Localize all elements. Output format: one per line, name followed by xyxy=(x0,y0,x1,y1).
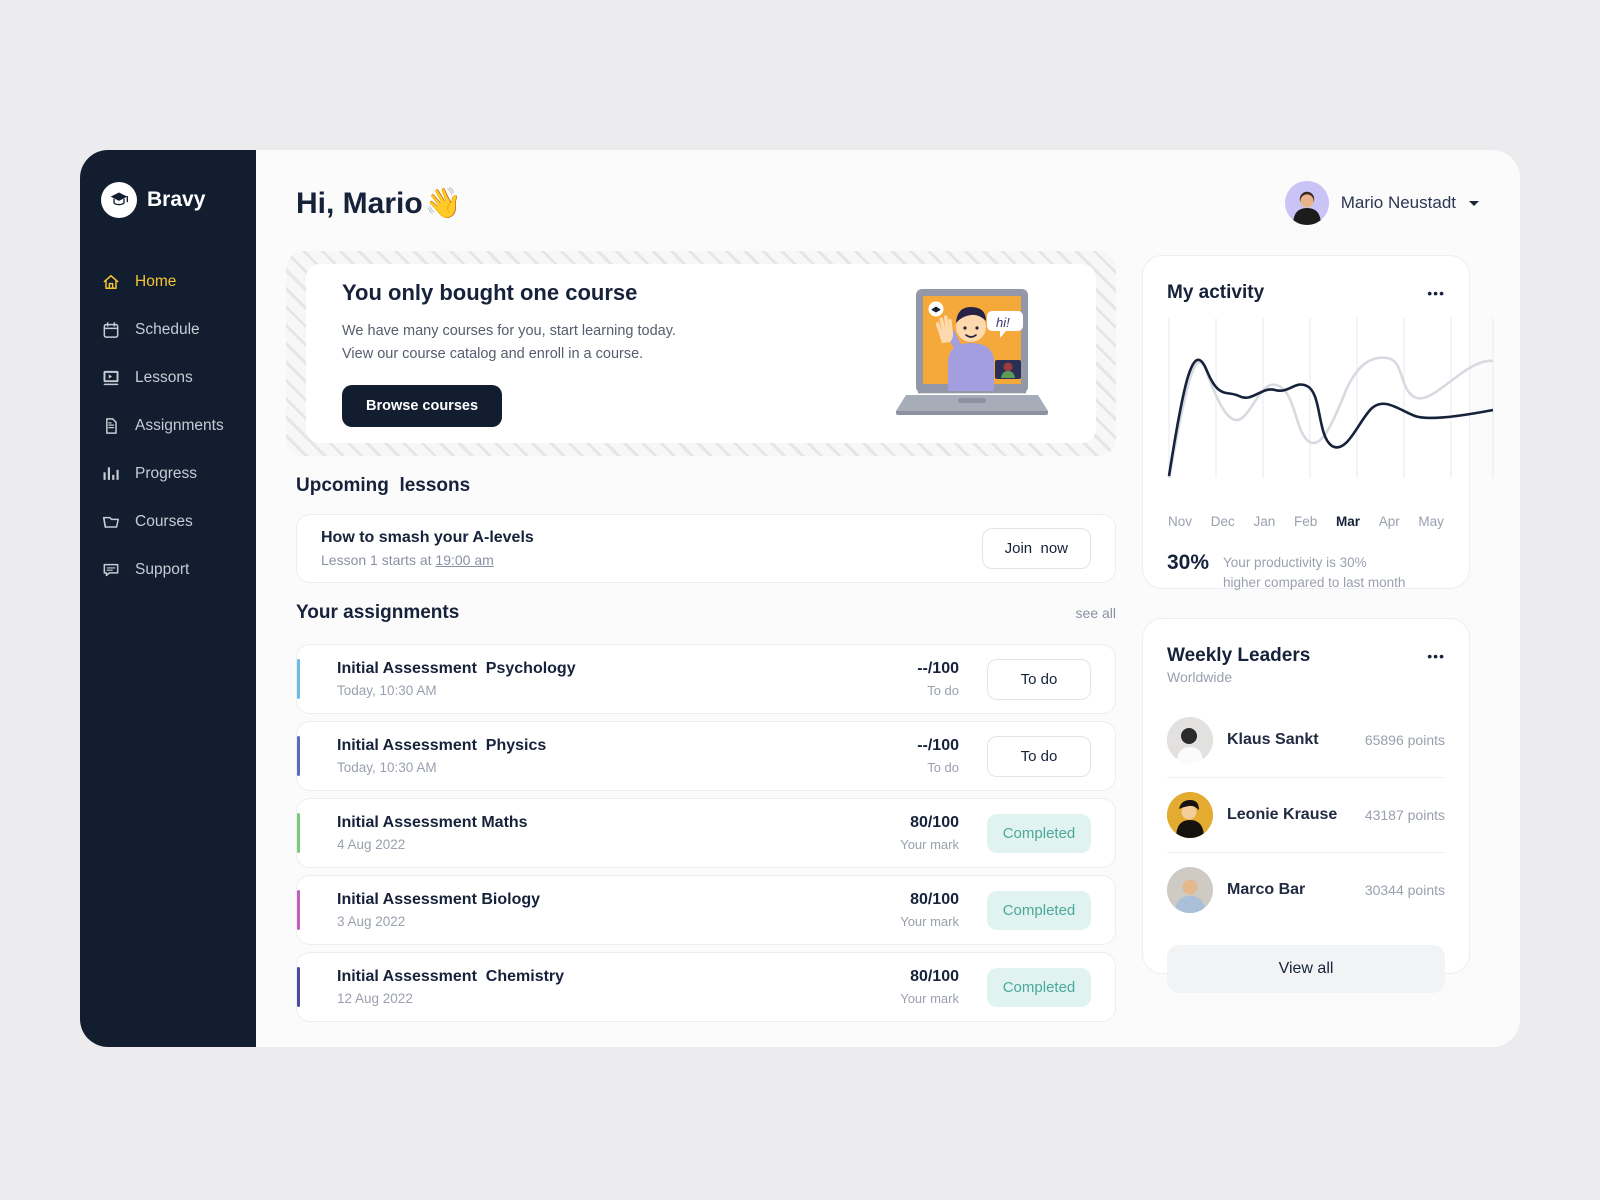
svg-text:hi!: hi! xyxy=(996,315,1010,330)
